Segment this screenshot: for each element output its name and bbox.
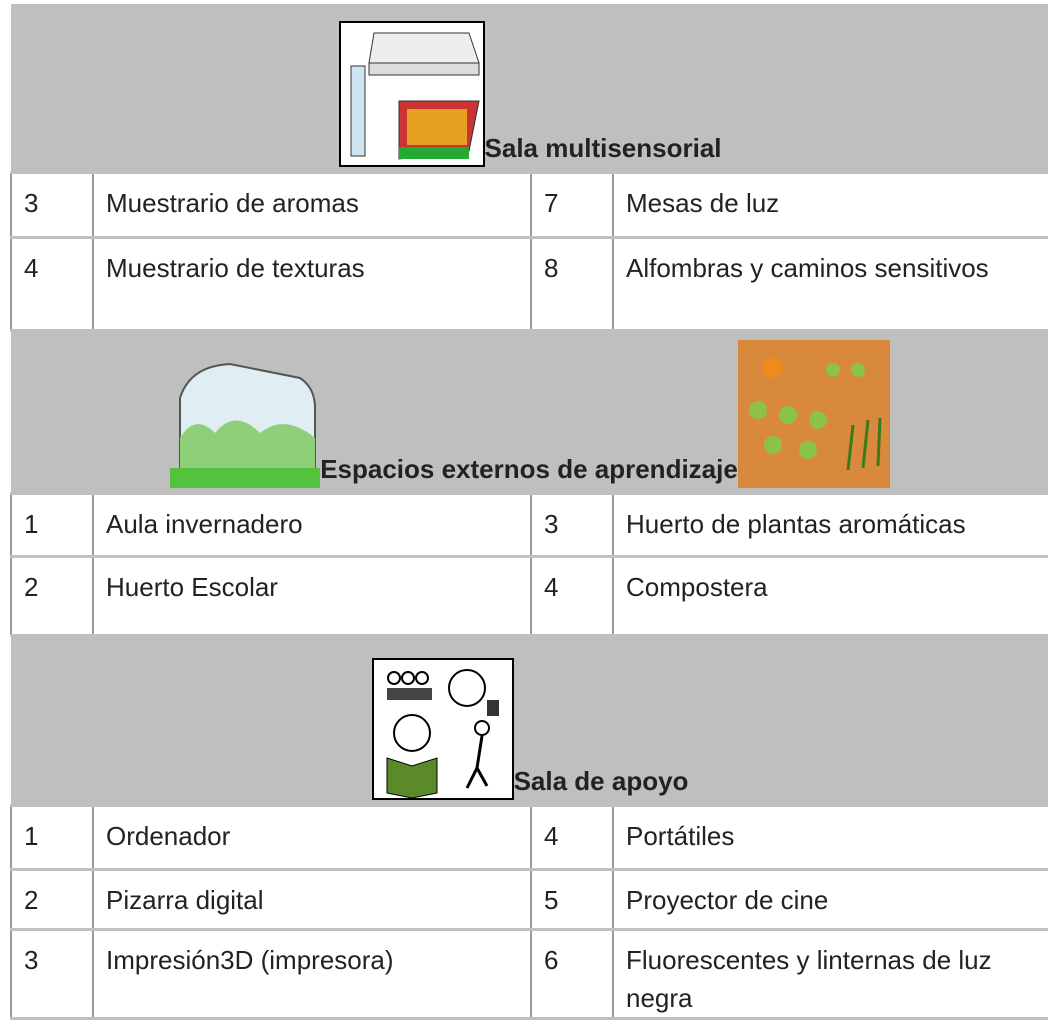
item-cell: Impresión3D (impresora) <box>92 929 532 1020</box>
number-cell: 2 <box>10 869 94 931</box>
header-cell: Espacios externos de aprendizaje <box>11 330 1048 495</box>
number-cell: 2 <box>10 556 94 637</box>
item-cell: Muestrario de aromas <box>92 172 532 239</box>
icon-greenhouse <box>170 362 321 488</box>
number-cell: 3 <box>10 929 94 1020</box>
section: Espacios externos de aprendizaje 1 Aula i… <box>10 330 1048 637</box>
table-row: 3 Impresión3D (impresora) 6 Fluorescentes y… <box>10 929 1048 1020</box>
icon-garden <box>737 339 890 488</box>
number-cell: 7 <box>530 172 614 239</box>
number-cell: 3 <box>10 172 94 239</box>
number-cell: 1 <box>10 493 94 558</box>
item-cell: Ordenador <box>92 805 532 871</box>
item-cell: Compostera <box>611 556 1048 637</box>
item-cell: Muestrario de texturas <box>92 237 532 332</box>
item-cell: Aula invernadero <box>92 493 532 558</box>
section-header: Sala de apoyo <box>11 635 1048 807</box>
section-header: Espacios externos de aprendizaje <box>11 330 1048 495</box>
item-cell: Pizarra digital <box>92 869 532 931</box>
table-row: 3 Muestrario de aromas 7 Mesas de luz <box>10 172 1048 239</box>
icon-support-room <box>371 657 514 800</box>
item-cell: Proyector de cine <box>611 869 1048 931</box>
item-cell: Alfombras y caminos sensitivos <box>611 237 1048 332</box>
section-title: Espacios externos de aprendizaje <box>320 453 738 484</box>
equipment-table: Sala multisensorial 3 Muestrario de aroma… <box>10 4 1048 1020</box>
number-cell: 8 <box>530 237 614 332</box>
number-cell: 5 <box>530 869 614 931</box>
header-cell: Sala de apoyo <box>11 635 1048 807</box>
icon-multisensory <box>338 20 485 167</box>
table-row: 4 Muestrario de texturas 8 Alfombras y cami… <box>10 237 1048 332</box>
section-title: Sala multisensorial <box>484 132 722 163</box>
header-cell: Sala multisensorial <box>11 4 1048 174</box>
item-cell: Fluorescentes y linternas de luz negra <box>611 929 1048 1020</box>
item-cell: Mesas de luz <box>611 172 1048 239</box>
number-cell: 4 <box>530 805 614 871</box>
section-title: Sala de apoyo <box>513 765 689 796</box>
number-cell: 3 <box>530 493 614 558</box>
number-cell: 1 <box>10 805 94 871</box>
section-header: Sala multisensorial <box>11 4 1048 174</box>
item-cell: Portátiles <box>611 805 1048 871</box>
table-row: 1 Aula invernadero 3 Huerto de plantas arom… <box>10 493 1048 558</box>
table-row: 2 Huerto Escolar 4 Compostera <box>10 556 1048 637</box>
number-cell: 6 <box>530 929 614 1020</box>
section: Sala multisensorial 3 Muestrario de aroma… <box>10 4 1048 332</box>
section: Sala de apoyo 1 Ordenador 4 Portátiles 2 Piza… <box>10 635 1048 1020</box>
item-cell: Huerto de plantas aromáticas <box>611 493 1048 558</box>
table-row: 1 Ordenador 4 Portátiles <box>10 805 1048 871</box>
number-cell: 4 <box>530 556 614 637</box>
table-row: 2 Pizarra digital 5 Proyector de cine <box>10 869 1048 931</box>
number-cell: 4 <box>10 237 94 332</box>
item-cell: Huerto Escolar <box>92 556 532 637</box>
